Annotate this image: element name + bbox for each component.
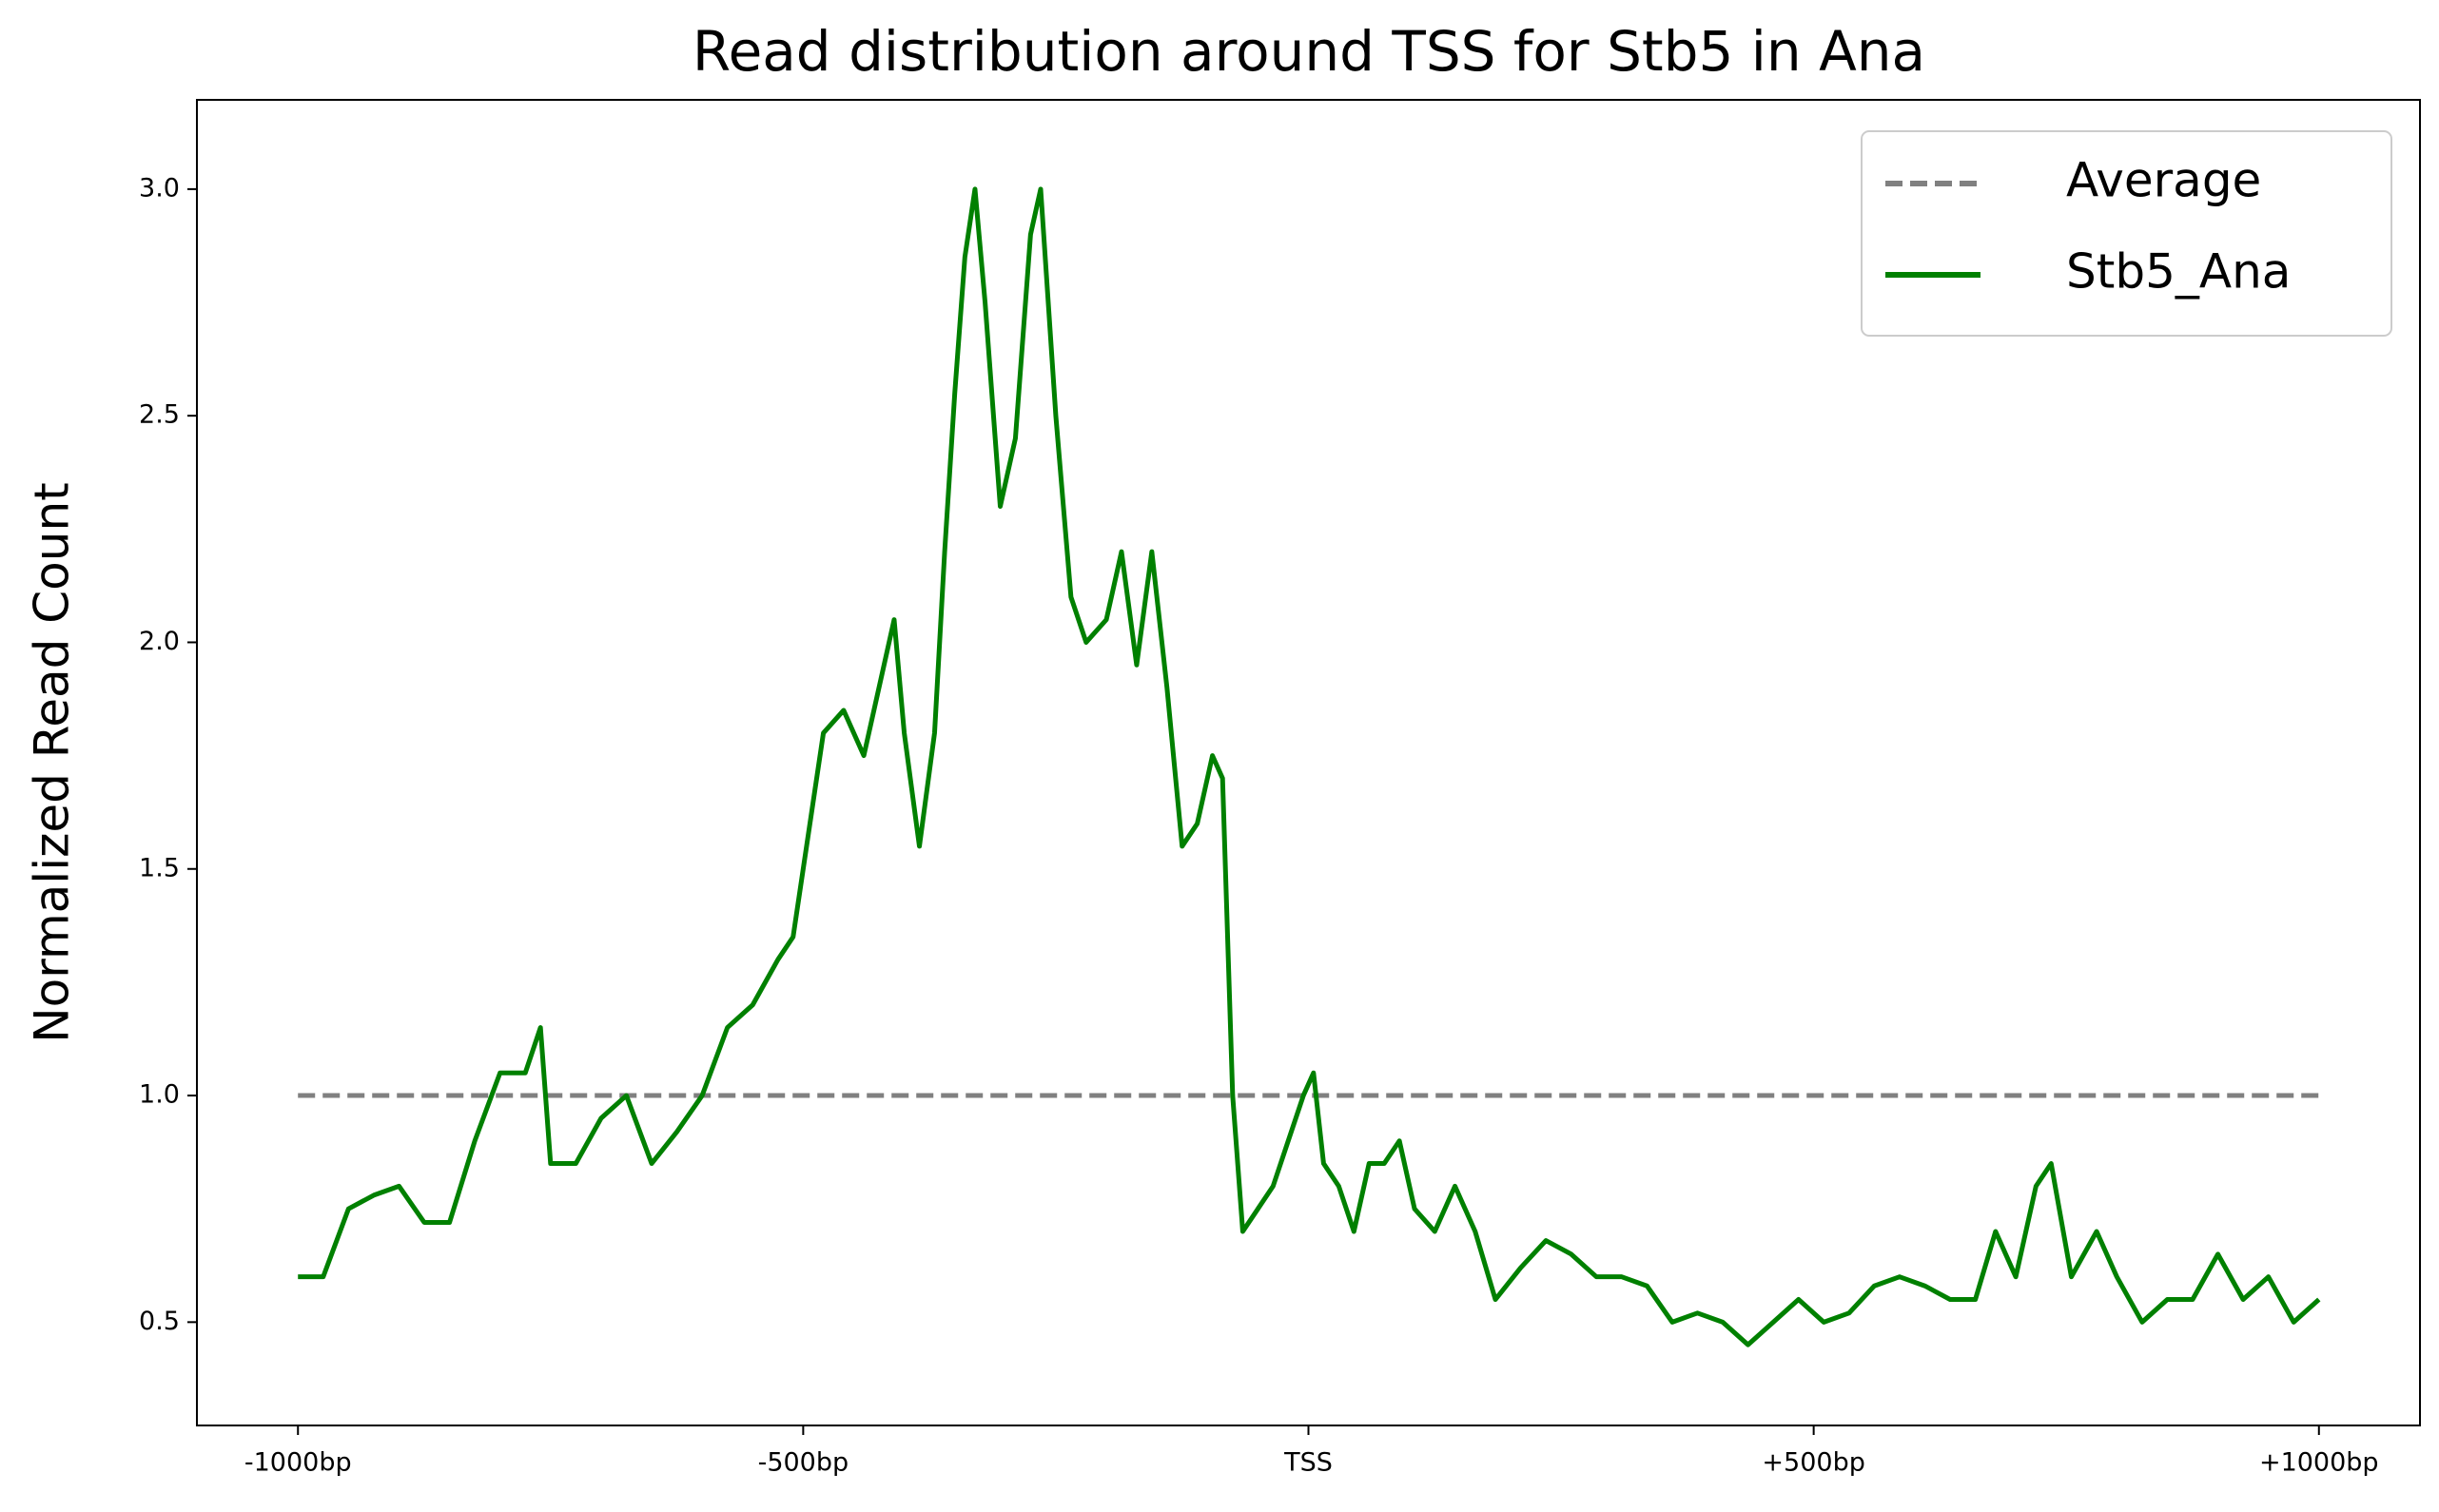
y-tick-label: 3.0 [139, 173, 180, 203]
plot-frame [196, 99, 2421, 1426]
y-tick-label: 1.5 [139, 853, 180, 882]
x-tick-label: TSS [1283, 1448, 1333, 1478]
legend-label: Stb5_Ana [2066, 244, 2291, 300]
y-tick-label: 0.5 [139, 1307, 180, 1336]
x-tick-label: -500bp [758, 1448, 849, 1478]
chart-title: Read distribution around TSS for Stb5 in… [693, 19, 1925, 84]
x-tick-label: +1000bp [2259, 1448, 2379, 1478]
legend-label: Average [2066, 153, 2261, 208]
y-tick-label: 2.5 [139, 400, 180, 430]
legend-box [1861, 130, 2392, 337]
series-line [298, 186, 2321, 1347]
y-axis-label: Normalized Read Count [25, 482, 80, 1042]
x-tick-label: +500bp [1762, 1448, 1864, 1478]
y-tick-label: 2.0 [139, 627, 180, 656]
x-tick-label: -1000bp [244, 1448, 352, 1478]
y-tick-label: 1.0 [139, 1080, 180, 1110]
